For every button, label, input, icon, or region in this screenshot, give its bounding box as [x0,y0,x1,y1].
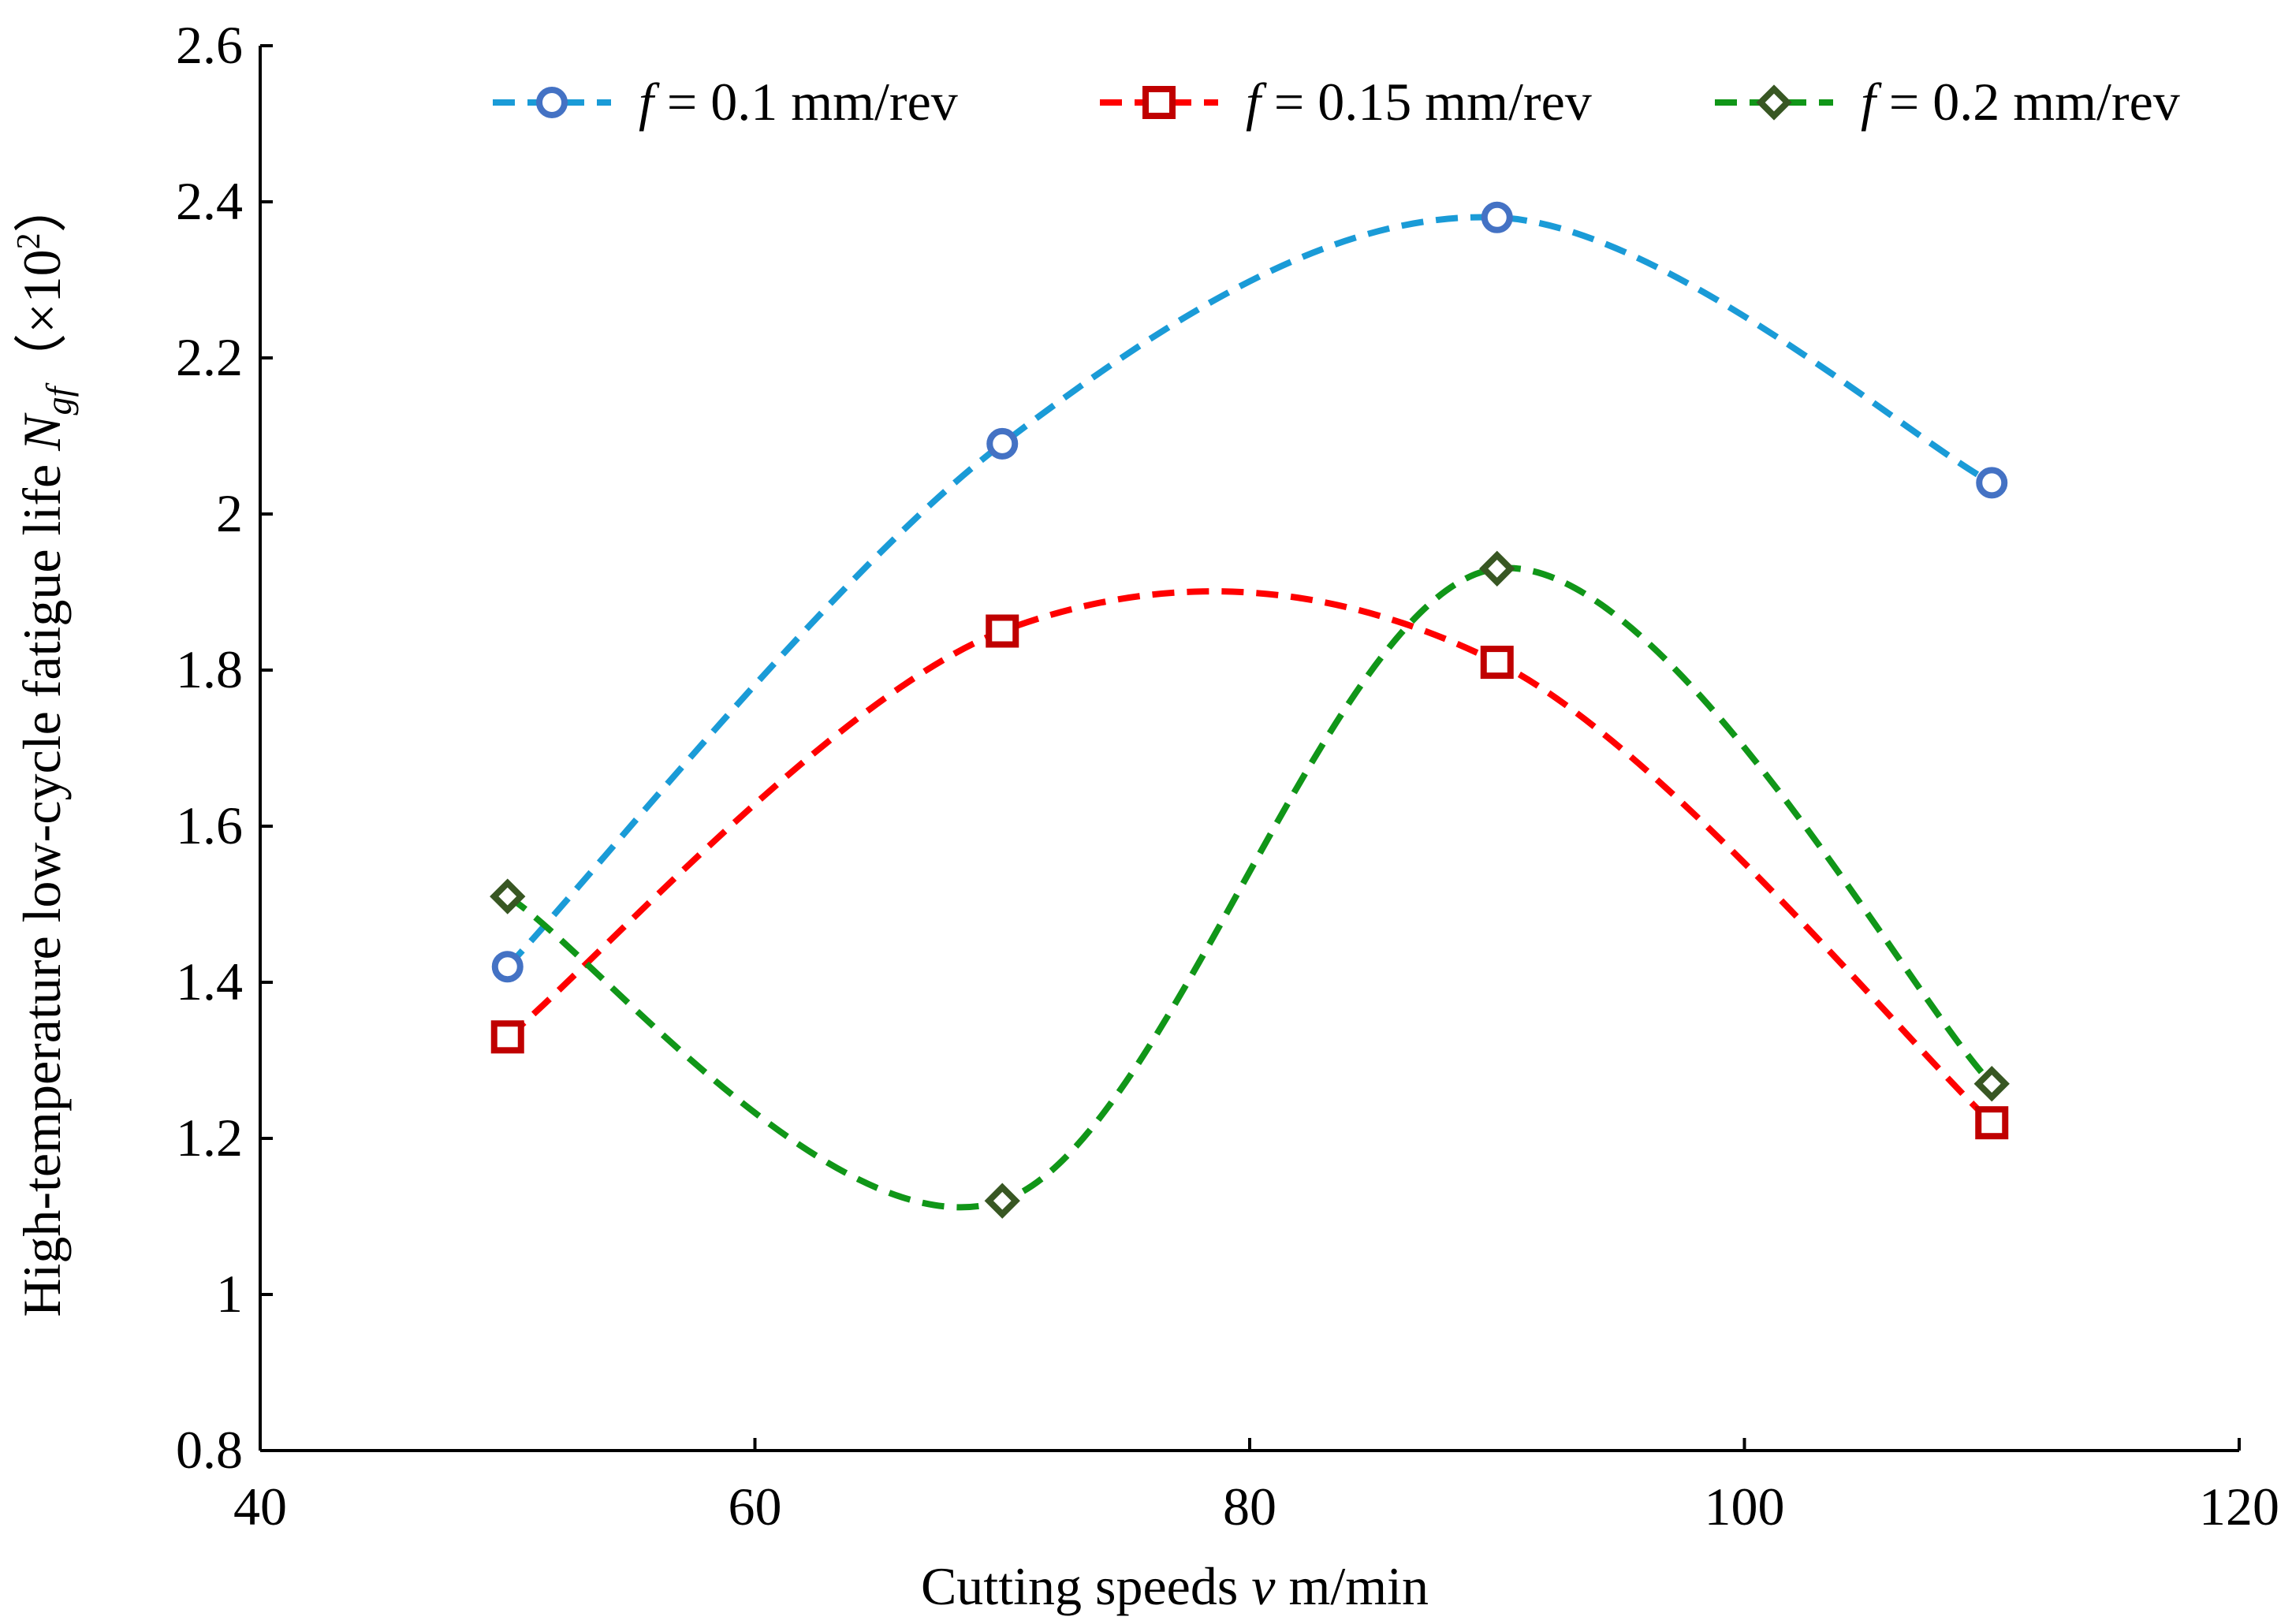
data-point-series-1 [1481,201,1513,233]
y-axis-title-text: High-temperature low-cycle fatigue life [12,451,72,1317]
axes [259,46,2239,1452]
y-tick-label: 0.8 [176,1420,243,1480]
data-point-series-1 [1976,467,2008,499]
legend-marker-1 [536,87,568,118]
x-tick-label: 100 [1705,1477,1785,1536]
x-tick-label: 40 [233,1477,287,1536]
y-axis-title-unit-open: （×10 [12,249,72,386]
data-point-series-3 [984,1183,1020,1219]
series-markers [490,201,2010,1219]
x-axis-title-var: v [1251,1556,1276,1616]
y-axis-title-unit-sup: 2 [11,233,47,249]
x-axis-title: Cutting speeds v m/min [921,1556,1429,1616]
legend-label-rest: = 0.1 mm/rev [654,72,958,132]
data-point-series-1 [986,427,1019,460]
data-point-series-3 [1479,550,1515,587]
y-tick-label: 1.6 [176,795,243,855]
y-tick-label: 1.2 [176,1108,243,1168]
series-line-3 [505,564,1995,1211]
legend: f = 0.1 mm/rev f = 0.15 mm/rev f = 0.2 mm/… [493,72,2180,132]
series-line-1 [505,214,1994,969]
y-axis-title-unit-close: ） [12,179,72,233]
y-tick-label: 1.8 [176,639,243,699]
data-point-series-3 [1973,1066,2010,1102]
legend-label-rest: = 0.2 mm/rev [1876,72,2180,132]
series-lines [505,214,1995,1211]
legend-label-rest: = 0.15 mm/rev [1261,72,1592,132]
data-point-series-2 [1480,646,1514,680]
x-ticks: 40 60 80 100 120 [233,1438,2279,1536]
data-point-series-1 [491,951,524,983]
legend-label-1: f = 0.1 mm/rev [639,72,958,132]
data-point-series-2 [1975,1106,2009,1140]
data-point-series-2 [986,614,1019,648]
y-tick-label: 2.6 [176,15,243,75]
legend-marker-3 [1756,84,1792,121]
y-axis-title-var: N [12,412,72,452]
x-tick-label: 120 [2199,1477,2279,1536]
y-tick-label: 1 [216,1264,243,1324]
x-tick-label: 60 [729,1477,782,1536]
data-point-series-2 [490,1020,524,1054]
y-ticks: 0.8 1 1.2 1.4 1.6 1.8 2 2.2 2.4 2.6 [176,15,273,1480]
x-axis-title-suffix: m/min [1275,1556,1429,1616]
y-tick-label: 2.4 [176,171,243,231]
series-line-2 [505,588,1994,1126]
y-tick-label: 2.2 [176,327,243,387]
legend-label-3: f = 0.2 mm/rev [1861,72,2180,132]
y-axis-title: High-temperature low-cycle fatigue life … [11,179,79,1317]
x-tick-label: 80 [1223,1477,1276,1536]
y-tick-label: 2 [216,483,243,543]
legend-label-2: f = 0.15 mm/rev [1246,72,1592,132]
y-axis-title-sub: gf [39,382,79,415]
data-point-series-3 [490,878,526,914]
x-axis-title-prefix: Cutting speeds [921,1556,1251,1616]
legend-marker-2 [1142,86,1176,119]
y-tick-label: 1.4 [176,952,243,1011]
